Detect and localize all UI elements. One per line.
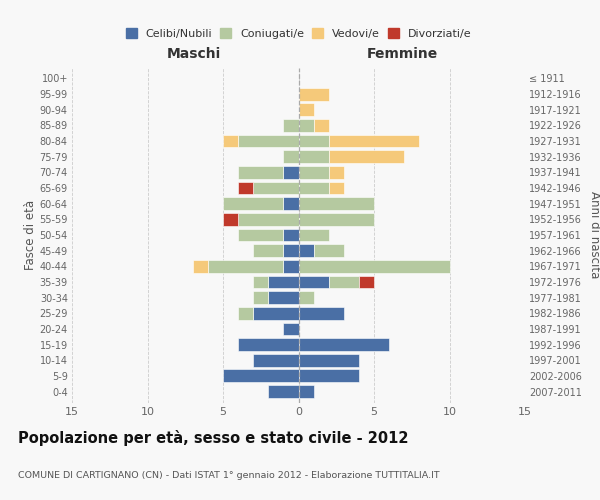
Bar [299,244,314,257]
Bar [253,354,299,366]
Bar [223,198,283,210]
Bar [299,182,329,194]
Bar [208,260,283,272]
Bar [238,134,299,147]
Text: Maschi: Maschi [167,47,221,61]
Bar [193,260,208,272]
Bar [253,182,299,194]
Bar [268,276,299,288]
Bar [223,213,238,226]
Y-axis label: Fasce di età: Fasce di età [23,200,37,270]
Text: COMUNE DI CARTIGNANO (CN) - Dati ISTAT 1° gennaio 2012 - Elaborazione TUTTITALIA: COMUNE DI CARTIGNANO (CN) - Dati ISTAT 1… [18,470,440,480]
Bar [299,385,314,398]
Bar [299,276,329,288]
Bar [299,104,314,116]
Bar [283,322,299,336]
Bar [238,307,253,320]
Bar [299,370,359,382]
Bar [283,228,299,241]
Bar [299,354,359,366]
Bar [253,307,299,320]
Bar [299,119,314,132]
Bar [283,244,299,257]
Bar [299,338,389,351]
Bar [299,88,329,101]
Bar [283,119,299,132]
Bar [329,276,359,288]
Bar [283,198,299,210]
Bar [253,291,268,304]
Bar [238,166,283,179]
Bar [253,244,283,257]
Bar [238,182,253,194]
Bar [283,150,299,163]
Bar [283,260,299,272]
Bar [223,134,238,147]
Bar [314,244,344,257]
Bar [238,228,283,241]
Bar [359,276,374,288]
Bar [329,182,344,194]
Bar [299,213,374,226]
Bar [268,385,299,398]
Bar [299,150,329,163]
Bar [253,276,268,288]
Bar [299,166,329,179]
Bar [314,119,329,132]
Legend: Celibi/Nubili, Coniugati/e, Vedovi/e, Divorziati/e: Celibi/Nubili, Coniugati/e, Vedovi/e, Di… [124,26,473,41]
Bar [223,370,299,382]
Bar [329,134,419,147]
Bar [299,134,329,147]
Bar [238,338,299,351]
Bar [268,291,299,304]
Bar [329,150,404,163]
Bar [283,166,299,179]
Bar [238,213,299,226]
Bar [299,228,329,241]
Bar [299,198,374,210]
Bar [329,166,344,179]
Text: Popolazione per età, sesso e stato civile - 2012: Popolazione per età, sesso e stato civil… [18,430,409,446]
Bar [299,291,314,304]
Bar [299,260,449,272]
Y-axis label: Anni di nascita: Anni di nascita [587,192,600,278]
Bar [299,307,344,320]
Text: Femmine: Femmine [367,47,439,61]
